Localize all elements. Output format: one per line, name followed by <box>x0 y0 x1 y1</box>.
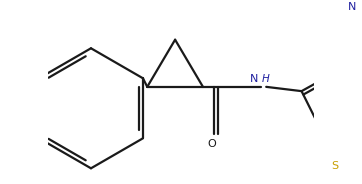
Text: H: H <box>262 74 270 84</box>
Text: N: N <box>250 74 258 84</box>
Text: S: S <box>332 161 339 171</box>
Text: N: N <box>348 2 356 12</box>
Text: O: O <box>207 139 216 149</box>
